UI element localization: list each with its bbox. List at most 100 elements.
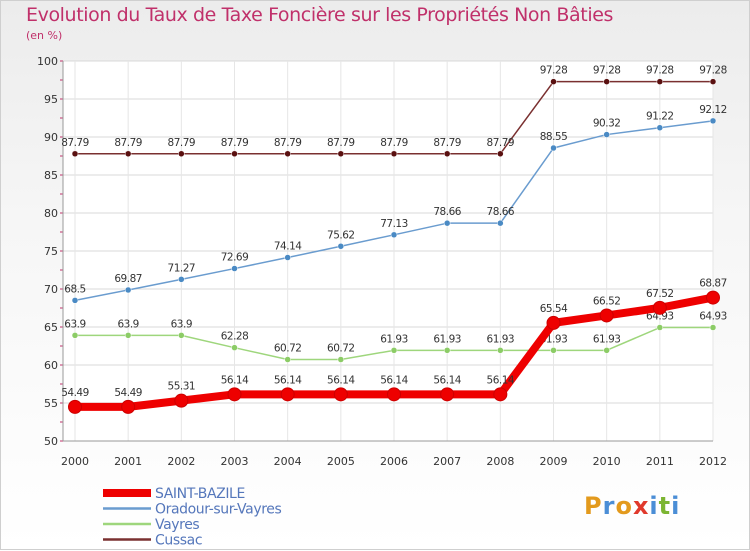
legend-label: Oradour-sur-Vayres — [155, 502, 281, 518]
data-label: 56.14 — [274, 374, 302, 386]
data-label: 61.93 — [380, 333, 408, 345]
data-label: 87.79 — [114, 137, 142, 149]
data-point — [550, 347, 557, 354]
data-point — [178, 276, 185, 283]
x-tick-label: 2005 — [327, 455, 355, 468]
x-tick-label: 2012 — [699, 455, 727, 468]
x-tick-label: 2010 — [593, 455, 621, 468]
data-label: 87.79 — [274, 137, 302, 149]
data-label: 87.79 — [221, 137, 249, 149]
data-label: 87.79 — [487, 137, 515, 149]
data-point — [124, 332, 132, 339]
data-point — [709, 117, 717, 125]
y-tick-label: 65 — [44, 321, 58, 334]
data-label: 97.28 — [646, 65, 674, 77]
data-label: 68.5 — [64, 283, 85, 295]
data-label: 64.93 — [699, 311, 727, 323]
data-label: 54.49 — [114, 387, 142, 399]
data-point — [550, 78, 557, 85]
data-label: 97.28 — [699, 65, 727, 77]
data-point — [443, 150, 451, 158]
data-label: 77.13 — [380, 218, 408, 230]
data-point — [68, 399, 82, 414]
x-tick-label: 2002 — [167, 455, 195, 468]
data-point — [603, 78, 610, 85]
data-point — [390, 231, 398, 239]
data-label: 61.93 — [433, 333, 461, 345]
data-point — [178, 332, 185, 339]
data-label: 97.28 — [593, 65, 621, 77]
data-label: 56.14 — [487, 374, 515, 386]
legend-label: Vayres — [155, 517, 199, 533]
data-label: 75.62 — [327, 229, 355, 241]
data-point — [497, 219, 504, 227]
data-point — [231, 344, 238, 351]
y-tick-label: 90 — [44, 131, 58, 144]
chart-title: Evolution du Taux de Taxe Foncière sur l… — [26, 4, 614, 26]
y-tick-label: 50 — [44, 435, 58, 448]
data-point — [709, 78, 717, 85]
y-tick-label: 75 — [44, 245, 58, 258]
data-label: 67.52 — [646, 288, 674, 300]
data-point — [497, 150, 504, 158]
legend-label: Cussac — [155, 533, 202, 549]
data-point — [124, 286, 132, 294]
data-label: 56.14 — [380, 374, 408, 386]
data-point — [174, 393, 189, 408]
x-tick-label: 2006 — [380, 455, 408, 468]
data-point — [603, 347, 610, 354]
data-point — [124, 150, 132, 158]
data-point — [603, 131, 610, 138]
y-tick-label: 55 — [44, 397, 58, 410]
y-tick-label: 60 — [44, 359, 58, 372]
y-tick-label: 100 — [37, 55, 58, 68]
data-label: 65.54 — [540, 303, 568, 315]
x-tick-label: 2008 — [486, 455, 514, 468]
proxiti-logo: Proxiti — [584, 492, 681, 520]
data-point — [709, 324, 717, 331]
data-label: 97.28 — [540, 65, 568, 77]
x-tick-label: 2001 — [114, 455, 142, 468]
data-label: 87.79 — [61, 137, 89, 149]
data-point — [656, 78, 664, 85]
data-point — [656, 124, 664, 131]
x-tick-label: 2000 — [61, 455, 89, 468]
data-point — [71, 297, 79, 304]
y-tick-label: 85 — [44, 169, 58, 182]
y-tick-label: 70 — [44, 283, 58, 296]
data-point — [121, 399, 136, 414]
y-tick-label: 95 — [44, 93, 58, 106]
y-tick-label: 80 — [44, 207, 58, 220]
data-label: 62.28 — [221, 331, 249, 343]
data-point — [284, 254, 291, 261]
data-point — [227, 387, 242, 402]
data-label: 63.9 — [171, 318, 192, 330]
data-point — [284, 150, 291, 158]
x-tick-label: 2003 — [221, 455, 249, 468]
x-tick-label: 2011 — [646, 455, 674, 468]
data-label: 87.79 — [380, 137, 408, 149]
data-point — [284, 356, 291, 363]
data-label: 87.79 — [433, 137, 461, 149]
data-point — [443, 219, 451, 227]
data-point — [550, 144, 557, 152]
data-label: 55.31 — [168, 381, 196, 393]
x-tick-label: 2009 — [540, 455, 568, 468]
data-point — [493, 387, 508, 402]
data-point — [652, 300, 667, 315]
chart-subtitle: (en %) — [26, 29, 63, 42]
data-label: 61.93 — [487, 333, 515, 345]
data-label: 56.14 — [327, 374, 355, 386]
data-label: 78.66 — [433, 206, 461, 218]
data-point — [656, 324, 664, 331]
data-label: 92.12 — [699, 104, 727, 116]
data-point — [337, 243, 345, 250]
data-label: 88.55 — [540, 131, 568, 143]
data-label: 68.87 — [699, 278, 727, 290]
data-label: 71.27 — [168, 262, 196, 274]
x-tick-label: 2004 — [274, 455, 302, 468]
legend-label: SAINT-BAZILE — [155, 486, 245, 502]
data-label: 87.79 — [168, 137, 196, 149]
